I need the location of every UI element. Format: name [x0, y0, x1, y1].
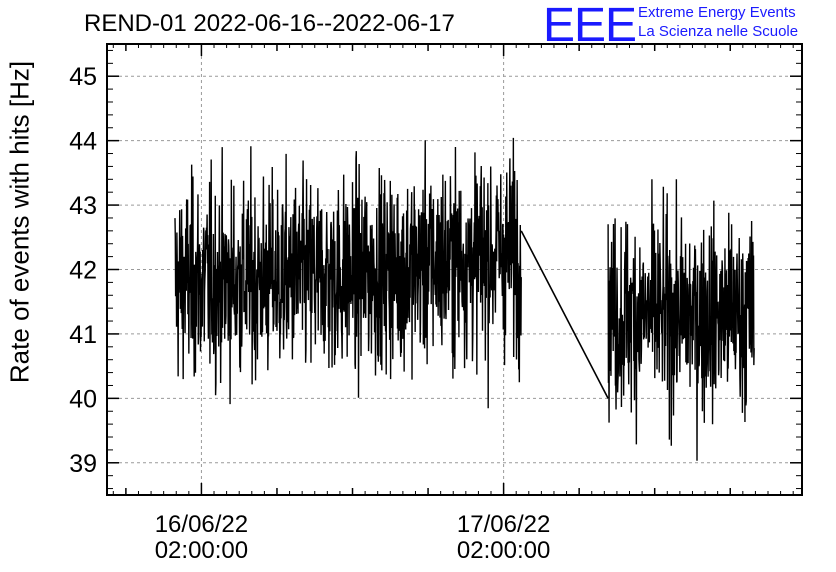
- x-tick-label-time: 02:00:00: [155, 537, 248, 564]
- series-gap-line: [520, 230, 609, 399]
- chart-title: REND-01 2022-06-16--2022-06-17: [84, 10, 455, 37]
- y-tick-label: 39: [69, 450, 97, 478]
- y-tick-label: 42: [69, 257, 97, 285]
- y-tick-label: 43: [69, 192, 97, 220]
- y-axis-label: Rate of events with hits [Hz]: [4, 60, 35, 384]
- logo-line-2: La Scienza nelle Scuole: [638, 23, 799, 40]
- series-line-segment-1: [174, 137, 522, 409]
- logo-caption: Extreme Energy Events La Scienza nelle S…: [638, 3, 798, 41]
- logo-line-1: Extreme Energy Events: [638, 4, 796, 21]
- x-tick-label-date: 16/06/22: [155, 511, 248, 538]
- axis-ticks: [107, 44, 802, 495]
- y-tick-label: 44: [69, 128, 97, 156]
- x-tick-label-date: 17/06/22: [457, 511, 550, 538]
- eee-logo-icon: EEE: [543, 0, 637, 52]
- series-line-segment-2: [607, 179, 755, 461]
- y-tick-label: 45: [69, 63, 97, 91]
- y-tick-label: 41: [69, 321, 97, 349]
- y-tick-label: 40: [69, 385, 97, 413]
- x-tick-label-time: 02:00:00: [457, 537, 550, 564]
- data-series: [174, 137, 755, 461]
- tick-labels: 3940414243444516/06/2202:00:0017/06/2202…: [69, 63, 550, 564]
